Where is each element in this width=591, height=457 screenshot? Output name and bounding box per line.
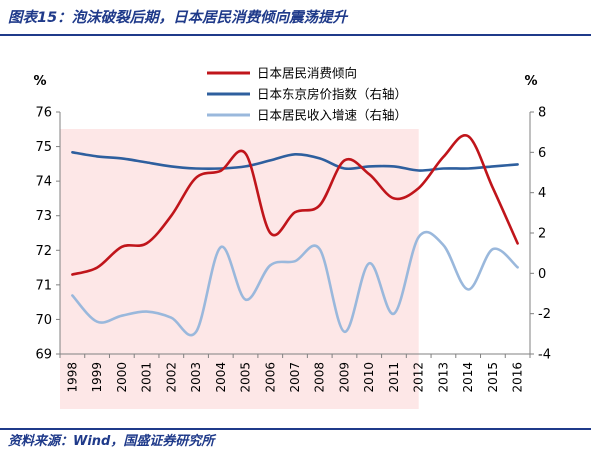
x-tick-label: 2007 — [288, 362, 302, 393]
legend-item-housing-index-label: 日本东京房价指数（右轴） — [257, 87, 407, 102]
right-tick-label: 0 — [538, 267, 546, 282]
left-tick-label: 74 — [35, 175, 52, 190]
x-tick-label: 2004 — [214, 362, 228, 393]
right-tick-label: 8 — [538, 106, 546, 121]
source-note: 资料来源：Wind，国盛证券研究所 — [8, 434, 215, 449]
x-tick-label: 2010 — [362, 362, 376, 393]
left-tick-label: 69 — [35, 348, 52, 363]
left-tick-label: 70 — [35, 313, 52, 328]
left-tick-label: 75 — [35, 140, 52, 155]
tokyo-housing-index-line — [71, 151, 519, 172]
right-axis-unit: % — [524, 74, 537, 89]
right-tick-label: 2 — [538, 227, 546, 242]
series-layer — [71, 133, 519, 337]
chart-title: 图表15：泡沫破裂后期，日本居民消费倾向震荡提升 — [8, 10, 348, 26]
x-tick-label: 2006 — [263, 362, 277, 393]
left-tick-label: 73 — [35, 209, 52, 224]
shaded-region-layer — [60, 129, 419, 409]
x-tick-label: 1999 — [90, 362, 104, 393]
consumption-propensity-line — [71, 133, 519, 276]
x-tick-label: 1998 — [65, 362, 79, 393]
x-tick-label: 2013 — [436, 362, 450, 393]
right-tick-label: 4 — [538, 186, 546, 201]
x-tick-label: 2001 — [140, 362, 154, 393]
right-tick-label: -4 — [538, 348, 551, 363]
x-tick-label: 2008 — [313, 362, 327, 393]
x-tick-label: 2002 — [164, 362, 178, 393]
footer-rule — [0, 428, 591, 430]
left-axis-unit: % — [33, 74, 46, 89]
x-tick-label: 2011 — [387, 362, 401, 393]
legend-item-income-growth-label: 日本居民收入增速（右轴） — [257, 108, 407, 123]
right-tick-label: -2 — [538, 307, 551, 322]
axes-layer: % % 69 70 71 72 73 74 75 76 -4 -2 0 2 4 6 8 1998 1999 2000 2… — [33, 74, 550, 393]
x-tick-label: 2014 — [461, 362, 475, 393]
left-tick-label: 72 — [35, 244, 52, 259]
x-tick-label: 2009 — [337, 362, 351, 393]
x-tick-label: 2005 — [239, 362, 253, 393]
left-tick-label: 76 — [35, 106, 52, 121]
x-tick-label: 2003 — [189, 362, 203, 393]
right-tick-label: 6 — [538, 146, 546, 161]
header-rule — [0, 34, 591, 36]
x-tick-label: 2000 — [115, 362, 129, 393]
x-tick-label: 2015 — [486, 362, 500, 393]
x-tick-label: 2016 — [511, 362, 525, 393]
shaded-region — [60, 129, 419, 409]
income-growth-line — [71, 230, 519, 337]
legend-item-consumption-label: 日本居民消费倾向 — [257, 66, 357, 81]
x-tick-label: 2012 — [412, 362, 426, 393]
left-tick-label: 71 — [35, 278, 52, 293]
